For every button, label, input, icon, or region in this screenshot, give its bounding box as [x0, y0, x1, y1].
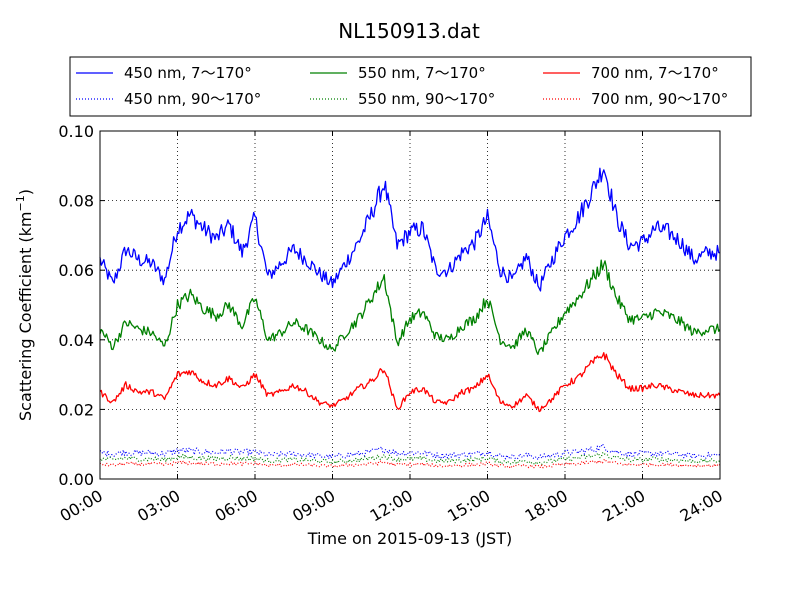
y-tick-label: 0.06: [58, 261, 94, 280]
legend-label: 550 nm, 7～170°: [358, 64, 486, 82]
series-line-3: [99, 259, 721, 356]
series-line-6: [99, 458, 721, 469]
y-axis-label-text: Scattering Coefficient (km: [16, 211, 35, 421]
plot-series: [99, 167, 721, 469]
legend-label: 450 nm, 7～170°: [124, 64, 252, 82]
series-line-4: [99, 451, 721, 465]
y-tick-label: 0.02: [58, 400, 94, 419]
legend-label: 700 nm, 90～170°: [591, 90, 728, 108]
y-tick-label: 0.00: [58, 470, 94, 489]
legend-label: 550 nm, 90～170°: [358, 90, 495, 108]
chart-title: NL150913.dat: [338, 19, 480, 43]
series-line-1: [99, 167, 721, 292]
series-line-5: [99, 352, 721, 413]
y-tick-label: 0.04: [58, 331, 94, 350]
x-axis-label: Time on 2015-09-13 (JST): [307, 529, 512, 548]
y-axis-label-close: ): [16, 189, 35, 195]
y-axis-label-unit: −1: [14, 195, 27, 211]
legend-box: [69, 56, 752, 117]
legend-label: 450 nm, 90～170°: [124, 90, 261, 108]
series-line-2: [100, 443, 721, 461]
y-tick-label: 0.10: [58, 122, 94, 141]
y-axis-label: Scattering Coefficient (km−1): [14, 189, 35, 421]
legend-label: 700 nm, 7～170°: [591, 64, 719, 82]
grid: [100, 131, 720, 479]
y-tick-label: 0.08: [58, 192, 94, 211]
legend: 450 nm, 7～170° 450 nm, 90～170° 550 nm, 7～1…: [69, 56, 752, 117]
